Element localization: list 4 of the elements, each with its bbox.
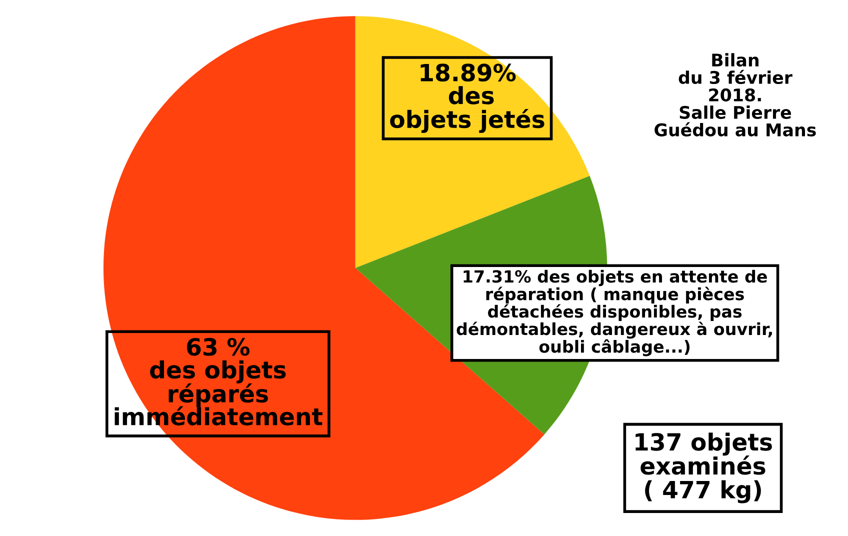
text: 137 objets examinés ( 477 kg) [636, 432, 772, 504]
slice-label: 18.89% des objets jetés [390, 64, 544, 133]
text: Bilan du 3 février 2018. Salle Pierre Guédou au Mans [654, 53, 816, 136]
slice-label: 17.31% des objets en attente de réparation ( manque pièces détachées disponibles, pas démontables, dangereux à ouvrir, oubli câblage...) [456, 270, 772, 356]
